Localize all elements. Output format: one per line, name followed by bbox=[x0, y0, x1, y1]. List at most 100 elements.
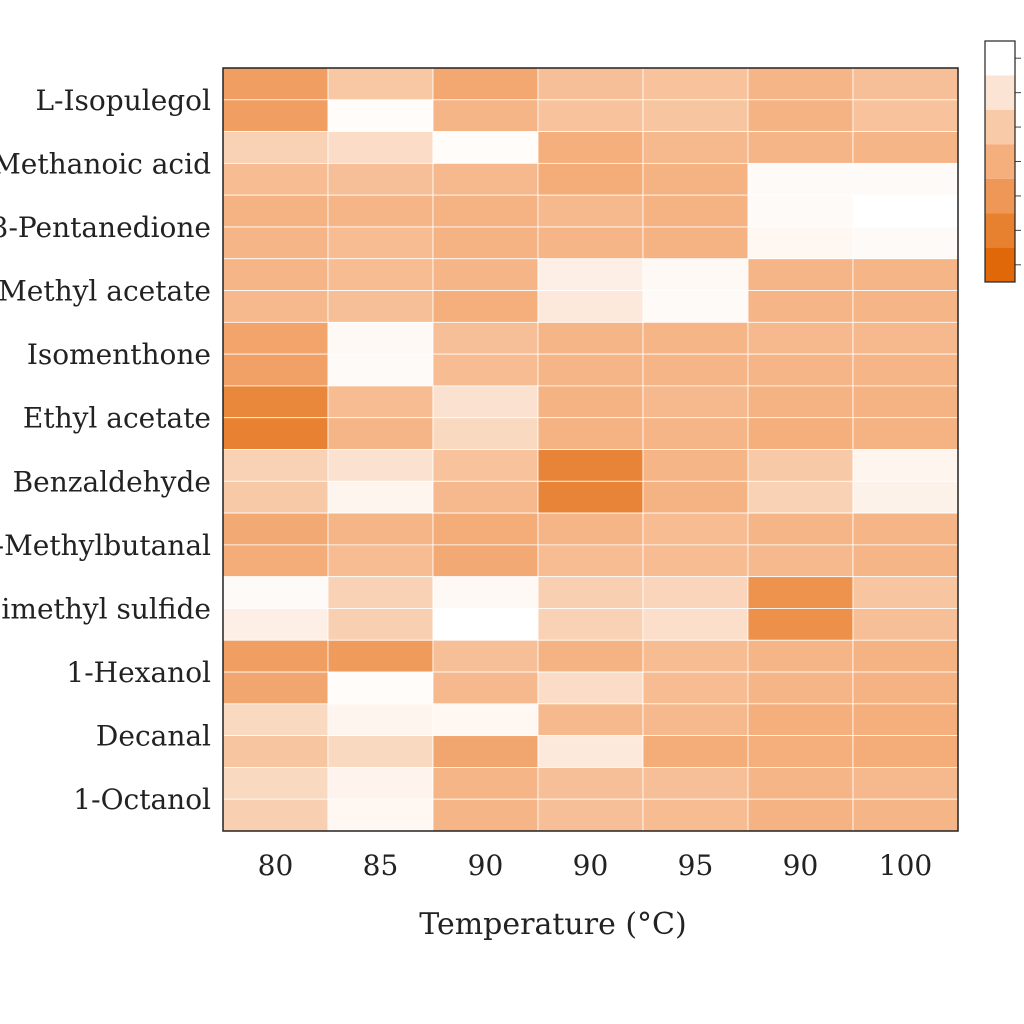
heatmap-cell bbox=[432, 226, 539, 260]
heatmap-cell bbox=[747, 703, 854, 737]
heatmap-cell bbox=[327, 353, 434, 387]
y-axis-label: 1-Octanol bbox=[73, 783, 211, 816]
heatmap-cell bbox=[432, 131, 539, 164]
heatmap-cell bbox=[852, 290, 959, 323]
heatmap-cell bbox=[432, 671, 539, 705]
heatmap-cell bbox=[852, 608, 959, 641]
heatmap-cell bbox=[432, 798, 539, 832]
heatmap-cell bbox=[222, 258, 329, 291]
heatmap-cell bbox=[537, 226, 644, 260]
heatmap-cell bbox=[852, 544, 959, 578]
y-axis-label: Methanoic acid bbox=[0, 147, 211, 180]
heatmap-cell bbox=[537, 67, 644, 101]
heatmap-cell bbox=[327, 671, 434, 705]
heatmap-cell bbox=[432, 258, 539, 291]
heatmap-cell bbox=[537, 671, 644, 705]
y-axis-label: Ethyl acetate bbox=[23, 402, 211, 435]
y-axis-label: 1-Hexanol bbox=[66, 656, 211, 689]
heatmap-cell bbox=[222, 639, 329, 673]
y-axis-label: Isomenthone bbox=[27, 338, 211, 371]
heatmap-cell bbox=[747, 385, 854, 419]
heatmap-cell bbox=[222, 735, 329, 768]
heatmap-cell bbox=[222, 385, 329, 419]
heatmap-cell bbox=[537, 131, 644, 164]
heatmap-cell bbox=[222, 512, 329, 546]
heatmap-cell bbox=[747, 417, 854, 450]
heatmap-cell bbox=[222, 576, 329, 609]
heatmap-cell bbox=[537, 417, 644, 450]
heatmap-cell bbox=[642, 449, 749, 482]
heatmap-cell bbox=[747, 480, 854, 514]
heatmap-cell bbox=[432, 417, 539, 450]
heatmap-cell bbox=[747, 639, 854, 673]
heatmap-cell bbox=[747, 194, 854, 228]
legend-swatch bbox=[985, 41, 1015, 76]
heatmap-cell bbox=[642, 67, 749, 101]
heatmap-cell bbox=[327, 321, 434, 355]
heatmap-cell bbox=[642, 290, 749, 323]
heatmap-cell bbox=[327, 735, 434, 768]
y-axis-label: Benzaldehyde bbox=[13, 465, 211, 498]
heatmap-cells bbox=[222, 67, 959, 832]
heatmap-cell bbox=[537, 798, 644, 832]
heatmap-cell bbox=[537, 767, 644, 800]
heatmap-cell bbox=[327, 67, 434, 101]
heatmap-cell bbox=[327, 162, 434, 196]
heatmap-cell bbox=[327, 608, 434, 641]
heatmap-cell bbox=[537, 321, 644, 355]
heatmap-cell bbox=[642, 735, 749, 768]
heatmap-cell bbox=[222, 671, 329, 705]
heatmap-cell bbox=[852, 131, 959, 164]
legend-frame bbox=[984, 40, 1016, 283]
heatmap-cell bbox=[327, 639, 434, 673]
heatmap-cell bbox=[327, 449, 434, 482]
heatmap-cell bbox=[747, 258, 854, 291]
heatmap-cell bbox=[852, 67, 959, 101]
heatmap-cell bbox=[852, 480, 959, 514]
heatmap-cell bbox=[642, 385, 749, 419]
legend-swatch bbox=[985, 213, 1015, 248]
x-axis-tick-label: 90 bbox=[573, 849, 609, 882]
heatmap-cell bbox=[327, 194, 434, 228]
heatmap-cell bbox=[222, 290, 329, 323]
heatmap-cell bbox=[852, 385, 959, 419]
x-axis-tick-label: 100 bbox=[879, 849, 932, 882]
heatmap-cell bbox=[852, 353, 959, 387]
heatmap-cell bbox=[327, 258, 434, 291]
heatmap-cell bbox=[432, 449, 539, 482]
heatmap-cell bbox=[852, 321, 959, 355]
heatmap-cell bbox=[747, 321, 854, 355]
heatmap-cell bbox=[537, 194, 644, 228]
heatmap-cell bbox=[327, 544, 434, 578]
x-axis-tick-label: 90 bbox=[783, 849, 819, 882]
heatmap-cell bbox=[537, 735, 644, 768]
heatmap-cell bbox=[222, 449, 329, 482]
heatmap-cell bbox=[852, 639, 959, 673]
heatmap-cell bbox=[642, 544, 749, 578]
heatmap-cell bbox=[327, 99, 434, 132]
heatmap-cell bbox=[432, 194, 539, 228]
heatmap-cell bbox=[537, 449, 644, 482]
heatmap-cell bbox=[852, 162, 959, 196]
heatmap-cell bbox=[432, 703, 539, 737]
heatmap-cell bbox=[852, 417, 959, 450]
heatmap-cell bbox=[642, 226, 749, 260]
heatmap-cell bbox=[537, 385, 644, 419]
heatmap-cell bbox=[642, 480, 749, 514]
heatmap-cell bbox=[432, 767, 539, 800]
y-axis-label: 2-Methylbutanal bbox=[0, 529, 211, 562]
heatmap-cell bbox=[642, 258, 749, 291]
heatmap-cell bbox=[432, 290, 539, 323]
heatmap-cell bbox=[222, 99, 329, 132]
heatmap-cell bbox=[747, 576, 854, 609]
heatmap-cell bbox=[537, 512, 644, 546]
color-legend bbox=[984, 40, 1021, 283]
heatmap-cell bbox=[747, 226, 854, 260]
heatmap-cell bbox=[432, 512, 539, 546]
heatmap-cell bbox=[642, 131, 749, 164]
heatmap-cell bbox=[537, 639, 644, 673]
heatmap-cell bbox=[432, 162, 539, 196]
heatmap-cell bbox=[642, 767, 749, 800]
heatmap-cell bbox=[642, 798, 749, 832]
